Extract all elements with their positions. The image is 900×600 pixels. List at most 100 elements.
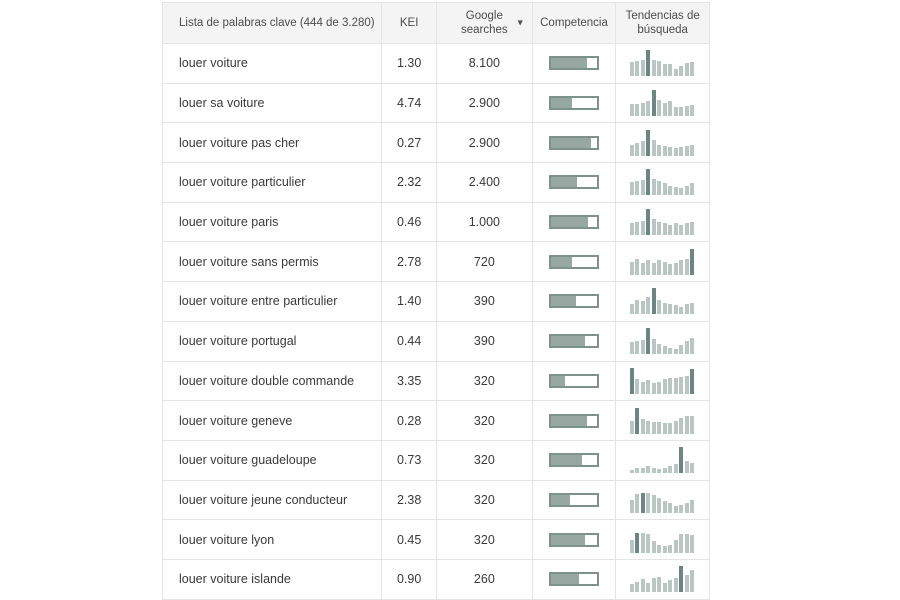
trend-bar [668,377,673,394]
competition-cell [533,480,617,520]
trend-bar [629,499,634,513]
table-row[interactable]: louer voiture particulier 2.32 2.400 [163,163,709,203]
kei-cell: 2.32 [382,163,438,202]
keyword-cell: louer voiture double commande [163,361,383,401]
trend-bar [662,582,667,593]
trend-bar [684,375,689,394]
trends-cell [616,322,709,361]
trend-bar [690,183,695,196]
header-trends-label: Tendencias de búsqueda [625,9,700,36]
trend-bar [640,220,645,236]
trend-bar [679,306,684,315]
trend-bar [690,104,695,117]
table-row[interactable]: louer voiture lyon 0.45 320 [163,520,709,560]
trend-bar [651,262,656,275]
trend-bar [635,532,640,553]
trend-bar [651,540,656,553]
trend-bar [673,506,678,513]
trend-bar [640,381,645,394]
trend-bar [640,579,645,593]
trend-bar [673,305,678,315]
trend-bar [673,463,678,474]
kei-cell: 4.74 [382,83,438,123]
trend-bar [668,466,673,474]
trend-bar [646,169,651,196]
trend-bar [684,258,689,275]
trend-bar [629,62,634,77]
trend-bar [673,577,678,593]
trend-bar [657,576,662,593]
trend-bar [684,416,689,434]
table-row[interactable]: louer voiture 1.30 8.100 [163,44,709,84]
trend-bar [668,544,673,553]
trend-bar [679,566,684,593]
trends-cell [616,123,709,162]
trend-bar [679,534,684,553]
competition-bar [549,373,600,388]
trend-sparkline [629,328,696,355]
competition-bar-fill [551,98,572,109]
trend-bar [646,260,651,275]
trend-bar [635,60,640,77]
competition-bar [549,294,600,309]
trend-bar [640,179,645,196]
table-row[interactable]: louer voiture pas cher 0.27 2.900 [163,123,709,164]
table-row[interactable]: louer voiture guadeloupe 0.73 320 [163,440,709,481]
keyword-cell: louer voiture sans permis [163,242,383,282]
trend-bar [651,577,656,593]
competition-bar-fill [551,217,588,228]
trend-bar [684,186,689,196]
keyword-cell: louer voiture guadeloupe [163,440,383,480]
table-row[interactable]: louer voiture sans permis 2.78 720 [163,242,709,283]
table-row[interactable]: louer voiture portugal 0.44 390 [163,321,709,362]
trend-bar [646,493,651,513]
trend-bar [684,534,689,553]
table-row[interactable]: louer voiture entre particulier 1.40 390 [163,282,709,322]
table-row[interactable]: louer voiture paris 0.46 1.000 [163,202,709,243]
trend-bar [635,299,640,315]
searches-cell: 8.100 [437,44,533,83]
trend-bar [635,104,640,117]
keyword-cell: louer voiture particulier [163,163,383,202]
table-row[interactable]: louer voiture geneve 0.28 320 [163,401,709,441]
trend-bar [646,328,651,355]
trend-sparkline [629,527,696,553]
trend-bar [690,462,695,474]
trend-bar [646,50,651,77]
keyword-cell: louer sa voiture [163,83,383,123]
trends-cell [616,401,709,440]
trend-bar [662,379,667,394]
trend-bar [629,584,634,593]
trend-bar [662,468,667,474]
competition-cell [533,282,617,321]
competition-bar-fill [551,534,585,545]
trends-cell [616,203,709,242]
trend-bar [651,494,656,513]
table-row[interactable]: louer voiture jeune conducteur 2.38 320 [163,480,709,521]
header-kei: KEI [382,3,438,43]
competition-bar-fill [551,336,585,347]
trend-bar [662,346,667,355]
searches-cell: 390 [437,282,533,321]
trend-bar [679,376,684,394]
competition-bar [549,56,600,71]
competition-bar-fill [551,58,587,69]
competition-cell [533,123,617,163]
kei-cell: 0.45 [382,520,438,559]
trend-bar [657,221,662,236]
trend-bar [629,420,634,434]
table-row[interactable]: louer voiture islande 0.90 260 [163,559,709,600]
sort-dropdown-icon[interactable]: ▼ [515,17,525,28]
trend-bar [629,222,634,236]
trend-bar [651,139,656,156]
table-row[interactable]: louer sa voiture 4.74 2.900 [163,83,709,124]
trend-bar [684,303,689,315]
table-row[interactable]: louer voiture double commande 3.35 320 [163,361,709,402]
trend-bar [640,140,645,156]
trend-bar [635,581,640,593]
competition-bar-fill [551,375,565,386]
trend-sparkline [629,90,696,117]
trend-bar [668,502,673,513]
trends-cell [616,84,709,123]
header-kei-label: KEI [399,16,419,29]
